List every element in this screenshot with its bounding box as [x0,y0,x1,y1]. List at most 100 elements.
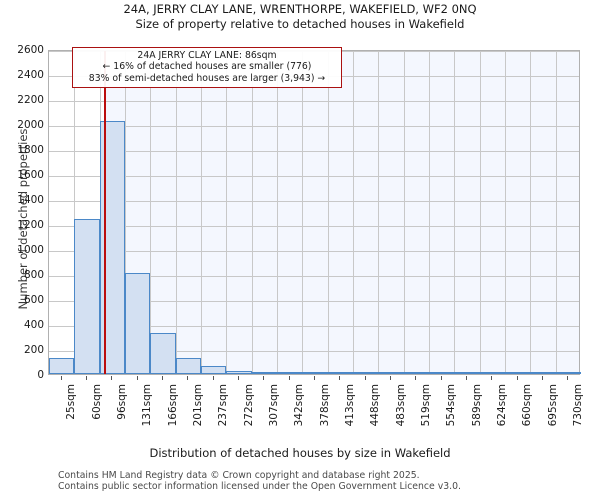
x-tick-mark [567,376,569,380]
gridline-y [49,326,579,327]
gridline-x [74,51,76,374]
histogram-bar [201,365,227,374]
x-tick-mark [440,376,442,380]
x-tick-mark [162,376,163,380]
gridline-y [49,351,579,352]
gridline-x [175,51,177,374]
histogram-bar [277,372,303,374]
gridline-x [530,51,532,374]
histogram-bar [175,358,201,374]
y-tick-label: 1600 [17,169,44,181]
histogram-bar [302,372,328,374]
plot-area [48,50,581,375]
x-tick-label: 730sqm [571,384,584,427]
histogram-bar [555,372,581,374]
histogram-bar [150,332,176,374]
histogram-bar [99,120,125,374]
histogram-bar [505,372,531,374]
x-tick-label: 519sqm [419,384,432,427]
histogram-bar [454,372,480,374]
histogram-bar [74,219,100,374]
x-tick-label: 554sqm [445,384,458,427]
gridline-x [429,51,430,374]
gridline-y [49,226,579,227]
y-tick-label: 600 [23,294,44,306]
x-tick-label: 378sqm [318,384,331,427]
gridline-y [49,276,579,277]
x-tick-label: 60sqm [90,384,103,420]
y-tick-label: 1400 [17,194,44,206]
gridline-x [353,51,354,374]
x-tick-label: 96sqm [115,384,128,420]
x-tick-mark [466,376,467,380]
property-marker-line [104,51,107,374]
footer-line-2: Contains public sector information licen… [58,481,461,492]
annotation-line-3: 83% of semi-detached houses are larger (… [88,72,326,84]
x-tick-mark [263,376,265,380]
gridline-x [201,51,202,374]
gridline-x [150,51,152,374]
y-tick-label: 200 [23,344,44,356]
y-tick-label: 400 [23,319,44,331]
gridline-y [49,201,579,202]
y-tick-label: 1000 [17,244,44,256]
x-tick-label: 25sqm [65,384,78,420]
x-tick-mark [136,376,138,380]
title-line-1: 24A, JERRY CLAY LANE, WRENTHORPE, WAKEFI… [123,2,477,16]
histogram-bar [429,372,455,374]
x-tick-mark [238,376,239,380]
gridline-x [454,51,456,374]
gridline-x [555,51,557,374]
histogram-bar [353,372,379,374]
histogram-bars [49,51,581,374]
annotation-line-2: ← 16% of detached houses are smaller (77… [102,61,312,73]
gridline-y [49,301,579,302]
x-tick-mark [542,376,543,380]
histogram-bar [530,372,556,374]
x-tick-label: 589sqm [470,384,483,427]
gridline-x [505,51,506,374]
histogram-bar [125,272,151,374]
histogram-bar [251,372,277,374]
y-tick-label: 1200 [17,219,44,231]
x-tick-mark [187,376,189,380]
gridline-y [49,126,579,127]
annotation-box: 24A JERRY CLAY LANE: 86sqm ← 16% of deta… [72,47,342,88]
gridline-x [125,51,126,374]
x-tick-mark [390,376,391,380]
x-tick-label: 624sqm [495,384,508,427]
gridline-x [378,51,380,374]
x-tick-mark [212,376,214,380]
y-axis: Number of detached properties 0 200 400 600… [0,0,44,500]
y-tick-label: 1800 [17,144,44,156]
y-tick-label: 2200 [17,94,44,106]
x-tick-mark [314,376,315,380]
x-tick-mark [288,376,290,380]
x-tick-label: 272sqm [242,384,255,427]
histogram-bar [403,372,429,374]
x-tick-label: 201sqm [191,384,204,427]
histogram-bar [327,372,353,374]
x-tick-label: 695sqm [546,384,559,427]
x-tick-mark [86,376,87,380]
y-tick-label: 800 [23,269,44,281]
histogram-bar [479,372,505,374]
y-tick-label: 2400 [17,69,44,81]
y-tick-label: 2000 [17,119,44,131]
horizontal-gridlines [49,51,579,374]
x-tick-label: 342sqm [293,384,306,427]
chart-title: 24A, JERRY CLAY LANE, WRENTHORPE, WAKEFI… [0,2,600,32]
gridline-y [49,101,579,102]
x-tick-label: 307sqm [267,384,280,427]
gridline-x [302,51,304,374]
title-line-2: Size of property relative to detached ho… [135,17,465,31]
annotation-line-1: 24A JERRY CLAY LANE: 86sqm [137,50,277,61]
gridline-y [49,151,579,152]
vertical-gridlines [49,51,579,374]
gridline-x [327,51,329,374]
x-tick-mark [60,376,62,380]
gridline-x [479,51,481,374]
x-tick-mark [491,376,493,380]
histogram-bar [49,357,75,374]
